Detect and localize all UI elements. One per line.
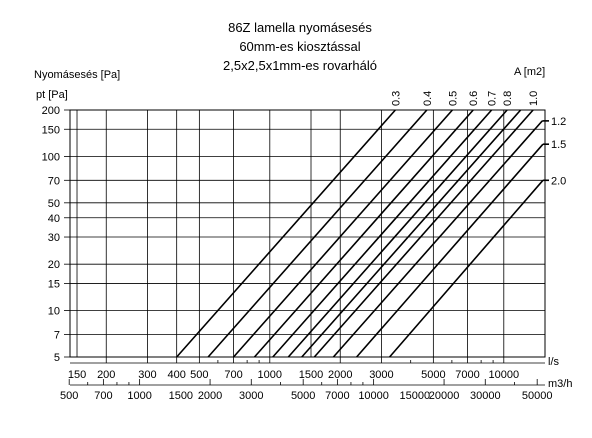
x-tick-label-ls: 1000	[258, 369, 282, 381]
x-tick-label-m3h: 1500	[169, 390, 193, 402]
x-axis-m3h: 500 700 1000 1500 2000 3000 5000 7000 10000 15000…	[60, 379, 552, 402]
series-label-0-6: 0.6	[468, 91, 480, 106]
y-tick-label: 150	[42, 124, 60, 136]
x-tick-label-m3h: 20000	[429, 390, 460, 402]
x-tick-label-m3h: 500	[60, 390, 78, 402]
series-line-0-7	[272, 109, 493, 358]
x-tick-label-ls: 200	[97, 369, 115, 381]
x-tick-label-m3h: 15000	[400, 390, 431, 402]
y-tick-label: 40	[48, 213, 60, 225]
series-line-1-2	[332, 120, 543, 358]
area-label: A [m2]	[514, 66, 545, 78]
x-tick-label-m3h: 700	[94, 390, 112, 402]
x-tick-label-m3h: 5000	[291, 390, 315, 402]
x-axis-label-m3h: m3/h	[548, 378, 572, 390]
y-axis: 5 7 10 15 20 30 40 50 70 100 150 200	[42, 105, 70, 364]
x-tick-label-ls: 400	[168, 369, 186, 381]
x-tick-label-m3h: 10000	[358, 390, 389, 402]
x-tick-label-ls: 7000	[455, 369, 479, 381]
series-line-1-5	[356, 143, 544, 358]
x-tick-label-ls: 10000	[488, 369, 519, 381]
y-tick-label: 7	[54, 329, 60, 341]
y-tick-label: 10	[48, 306, 60, 318]
series-line-0-9	[301, 109, 522, 358]
series-line-2-0	[388, 179, 544, 358]
x-tick-label-m3h: 2000	[198, 390, 222, 402]
series-labels: 0.3 0.4 0.5 0.6 0.7 0.8 1.0 1.2 1.5 2.0	[390, 91, 566, 188]
y-tick-label: 200	[42, 105, 60, 117]
series-label-0-4: 0.4	[422, 91, 434, 106]
series-line-0-5	[232, 109, 453, 358]
x-tick-label-ls: 700	[224, 369, 242, 381]
chart-title-line-1: 86Z lamella nyomásesés	[228, 20, 372, 35]
y-tick-label: 15	[48, 278, 60, 290]
x-tick-label-m3h: 3000	[239, 390, 263, 402]
x-tick-label-ls: 2000	[328, 369, 352, 381]
y-axis-caption: Nyomásesés [Pa]	[34, 69, 120, 81]
series-label-0-5: 0.5	[447, 91, 459, 106]
y-tick-label: 5	[54, 352, 60, 364]
series-label-1-5: 1.5	[551, 139, 566, 151]
y-tick-label: 20	[48, 259, 60, 271]
y-tick-label: 70	[48, 175, 60, 187]
series-line-0-3	[176, 109, 396, 358]
x-tick-label-m3h: 7000	[325, 390, 349, 402]
series-label-1-2: 1.2	[551, 116, 566, 128]
series-line-0-4	[207, 109, 428, 358]
x-axis-ls: 150 200 300 400 500 700 1000 1500 2000 3000 5000 70…	[68, 357, 545, 381]
series-label-0-8: 0.8	[502, 91, 514, 106]
plot-border	[69, 109, 546, 358]
chart-title-line-2: 60mm-es kiosztással	[239, 39, 360, 54]
x-tick-label-m3h: 1000	[127, 390, 151, 402]
series-label-0-7: 0.7	[487, 91, 499, 106]
x-tick-label-ls: 150	[68, 369, 86, 381]
series-line-0-8	[287, 109, 508, 358]
y-tick-label: 100	[42, 151, 60, 163]
y-axis-label: pt [Pa]	[36, 89, 68, 101]
series-label-1-0: 1.0	[528, 91, 540, 106]
series-label-2-0: 2.0	[551, 175, 566, 187]
series-lines	[176, 109, 549, 358]
x-tick-label-ls: 5000	[421, 369, 445, 381]
y-tick-label: 50	[48, 198, 60, 210]
x-tick-label-ls: 3000	[369, 369, 393, 381]
x-tick-label-ls: 500	[190, 369, 208, 381]
x-tick-label-ls: 300	[138, 369, 156, 381]
series-line-0-6	[253, 109, 474, 358]
x-axis-label-ls: l/s	[548, 356, 560, 368]
chart-title-line-3: 2,5x2,5x1mm-es rovarháló	[223, 58, 377, 73]
x-tick-label-ls: 1500	[299, 369, 323, 381]
series-label-0-3: 0.3	[390, 91, 402, 106]
x-tick-label-m3h: 50000	[522, 390, 553, 402]
y-tick-label: 30	[48, 232, 60, 244]
series-line-1-0	[313, 109, 534, 358]
x-tick-label-m3h: 30000	[470, 390, 501, 402]
